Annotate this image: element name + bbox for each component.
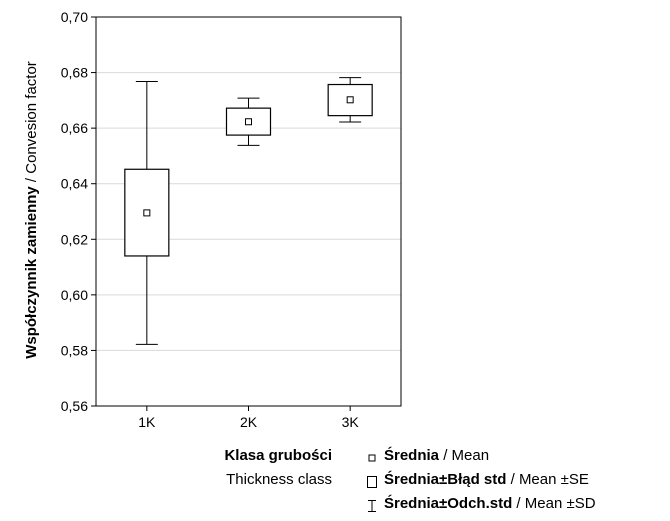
legend-se-label-bold: Średnia±Błąd std [384, 471, 507, 488]
x-axis-label-bold: Klasa grubości [224, 447, 332, 464]
mean-point [143, 209, 151, 217]
y-tick-label: 0,66 [61, 120, 88, 136]
y-tick-label: 0,58 [61, 342, 88, 358]
y-axis-label-rest: / Convesion factor [23, 61, 40, 186]
y-tick-label: 0,60 [61, 287, 88, 303]
y-tick-label: 0,68 [61, 65, 88, 81]
y-tick-label: 0,56 [61, 398, 88, 414]
legend-sd-label-rest: / Mean ±SD [512, 495, 596, 512]
legend-sd-label-bold: Średnia±Odch.std [384, 495, 513, 512]
legend-mean-label-rest: / Mean [439, 447, 490, 464]
legend-se-symbol [366, 473, 378, 488]
mean-point [346, 96, 354, 104]
x-axis-label: Klasa grubości Thickness class [160, 444, 332, 492]
legend: Średnia / Mean Średnia±Błąd std / Mean ±… [366, 444, 596, 516]
legend-item-se: Średnia±Błąd std / Mean ±SE [366, 468, 596, 492]
y-axis-label: Współczynnik zamienny / Convesion factor [23, 61, 40, 359]
plot-series [124, 77, 373, 345]
mean-point [245, 118, 252, 126]
legend-sd-symbol [366, 497, 378, 512]
legend-se-label-rest: / Mean ±SE [506, 471, 589, 488]
legend-item-sd: Średnia±Odch.std / Mean ±SD [366, 492, 596, 516]
x-tick-label: 1K [138, 414, 156, 430]
y-axis-label-bold: Współczynnik zamienny [23, 186, 40, 359]
y-axis: 0,56 0,58 0,60 0,62 0,64 0,66 0,68 0,70 [61, 9, 96, 414]
x-axis: 1K 2K 3K [138, 406, 359, 430]
x-tick-label: 2K [240, 414, 258, 430]
legend-mean-symbol [366, 449, 378, 463]
x-axis-label-rest: Thickness class [226, 471, 332, 488]
y-tick-label: 0,62 [61, 231, 88, 247]
plot-frame [95, 16, 402, 407]
y-tick-label: 0,64 [61, 176, 88, 192]
legend-item-mean: Średnia / Mean [366, 444, 596, 468]
y-tick-label: 0,70 [61, 9, 88, 25]
x-tick-label: 3K [342, 414, 360, 430]
legend-mean-label-bold: Średnia [384, 447, 440, 464]
